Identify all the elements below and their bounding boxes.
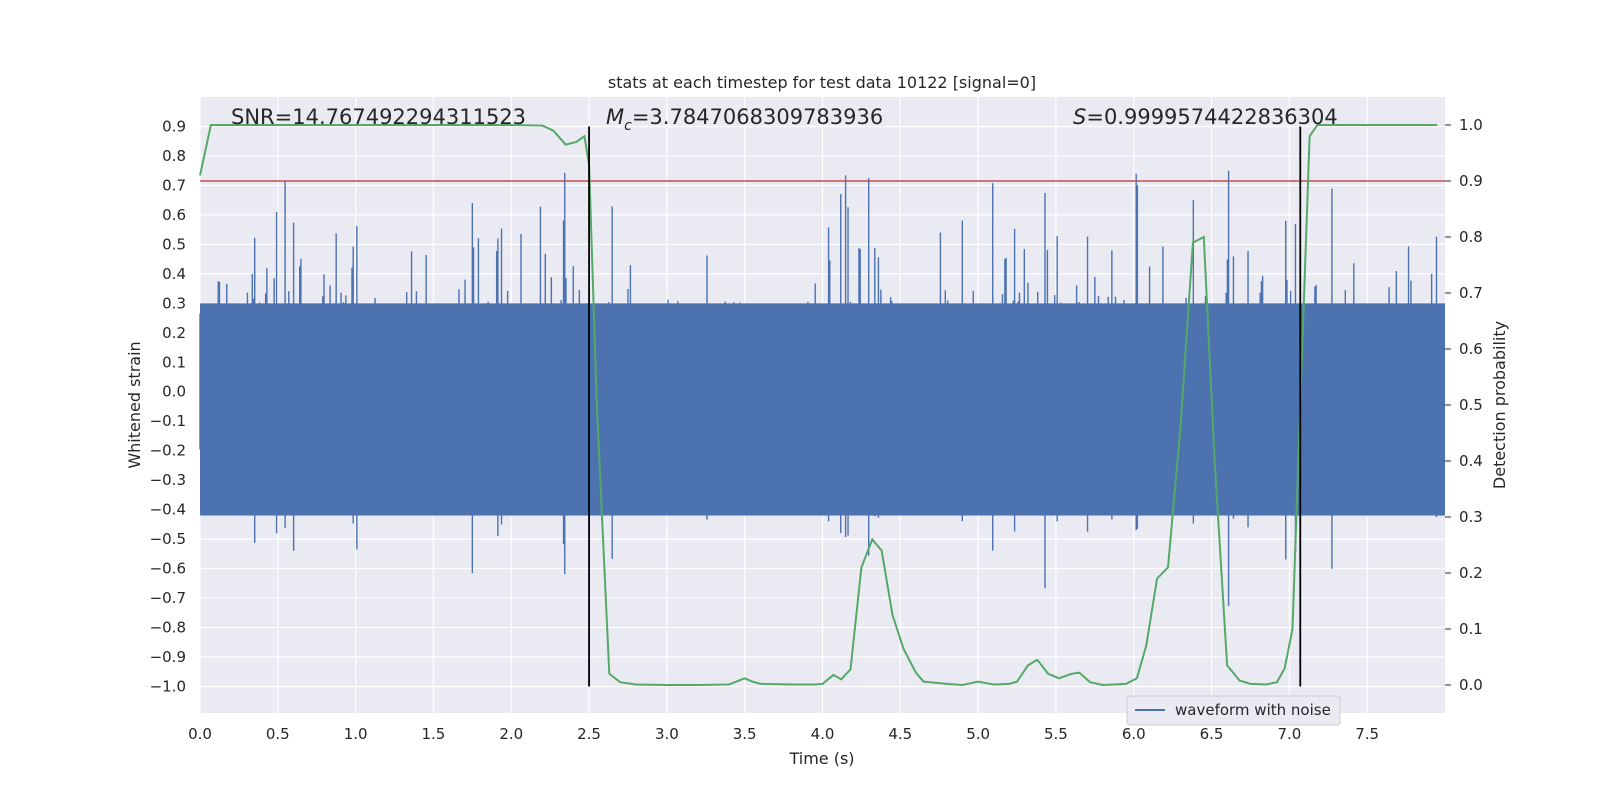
y-tick-label: −0.9 (150, 648, 186, 666)
y-right-tick-label: 0.7 (1459, 284, 1483, 302)
y-right-tick-label: 0.9 (1459, 172, 1483, 190)
y-right-tick-label: 0.4 (1459, 452, 1483, 470)
legend: waveform with noise (1126, 695, 1341, 726)
y-tick-label: 0.6 (162, 206, 186, 224)
x-tick-label: 2.0 (499, 725, 523, 743)
y-tick-label: 0.9 (162, 117, 186, 135)
y-right-tick-label: 1.0 (1459, 116, 1483, 134)
chirp-mass-annotation: Mc=3.7847068309783936 (606, 105, 883, 134)
chart-title: stats at each timestep for test data 101… (608, 73, 1036, 92)
y-tick-label: −0.6 (150, 560, 186, 578)
x-tick-label: 5.0 (966, 725, 990, 743)
x-tick-label: 3.0 (655, 725, 679, 743)
x-tick-label: 4.0 (811, 725, 835, 743)
y-tick-label: −0.1 (150, 412, 186, 430)
y-right-tick-label: 0.3 (1459, 508, 1483, 526)
vertical-markers (588, 126, 1302, 687)
y-tick-label: −0.3 (150, 471, 186, 489)
x-tick-label: 4.5 (888, 725, 912, 743)
y-right-tick-label: 0.1 (1459, 620, 1483, 638)
significance-value: =0.9999574422836304 (1086, 105, 1337, 129)
y-right-tick-label: 0.6 (1459, 340, 1483, 358)
y-tick-label: −0.2 (150, 442, 186, 460)
y-right-tick-label: 0.8 (1459, 228, 1483, 246)
y-axis-label: Whitened strain (125, 341, 144, 468)
y-axis-right-ticks: 1.0 0.9 0.8 0.7 0.6 0.5 0.4 0.3 0.2 0.1 0.0 (1445, 116, 1483, 694)
legend-box (1126, 695, 1341, 726)
series-waveform (199, 170, 1445, 606)
y-tick-label: −0.8 (150, 619, 186, 637)
y-tick-label: 0.8 (162, 147, 186, 165)
y-tick-label: 0.7 (162, 176, 186, 194)
x-tick-label: 5.5 (1044, 725, 1068, 743)
y-tick-label: 0.4 (162, 265, 186, 283)
series-detection-probability (199, 124, 1438, 687)
y-right-tick-label: 0.5 (1459, 396, 1483, 414)
legend-label: waveform with noise (1175, 701, 1331, 719)
y-tick-label: 0.1 (162, 353, 186, 371)
x-tick-label: 0.0 (188, 725, 212, 743)
y-axis-ticks: 0.9 0.8 0.7 0.6 0.5 0.4 0.3 0.2 0.1 0.0 −0.1 −0.2 −0… (150, 117, 186, 695)
x-tick-label: 6.5 (1200, 725, 1224, 743)
x-tick-label: 7.0 (1277, 725, 1301, 743)
chirp-mass-symbol: M (606, 105, 624, 129)
y-tick-label: 0.2 (162, 324, 186, 342)
y-tick-label: −0.5 (150, 530, 186, 548)
snr-annotation: SNR=14.767492294311523 (231, 105, 526, 129)
x-axis-ticks: 0.0 0.5 1.0 1.5 2.0 2.5 3.0 3.5 4.0 4.5 5.0 5.5 6.0 6… (188, 725, 1379, 743)
x-tick-label: 6.0 (1122, 725, 1146, 743)
x-tick-label: 3.5 (733, 725, 757, 743)
y-tick-label: −1.0 (150, 677, 186, 695)
y-right-tick-label: 0.2 (1459, 564, 1483, 582)
y-tick-label: 0.5 (162, 235, 186, 253)
significance-annotation: S=0.9999574422836304 (1073, 105, 1338, 129)
detection-probability-line (199, 124, 1438, 687)
significance-symbol: S (1073, 105, 1086, 129)
y-axis-right-label: Detection probability (1490, 321, 1509, 489)
waveform-line (199, 170, 1445, 606)
x-tick-label: 2.5 (577, 725, 601, 743)
x-tick-label: 7.5 (1355, 725, 1379, 743)
y-right-tick-label: 0.0 (1459, 676, 1483, 694)
chirp-mass-value: =3.7847068309783936 (632, 105, 883, 129)
x-tick-label: 1.0 (344, 725, 368, 743)
y-tick-label: 0.0 (162, 383, 186, 401)
y-tick-label: −0.4 (150, 501, 186, 519)
y-tick-label: 0.3 (162, 294, 186, 312)
x-tick-label: 0.5 (266, 725, 290, 743)
y-tick-label: −0.7 (150, 589, 186, 607)
chirp-mass-subscript: c (624, 118, 632, 134)
x-tick-label: 1.5 (422, 725, 446, 743)
x-axis-label: Time (s) (788, 749, 854, 768)
